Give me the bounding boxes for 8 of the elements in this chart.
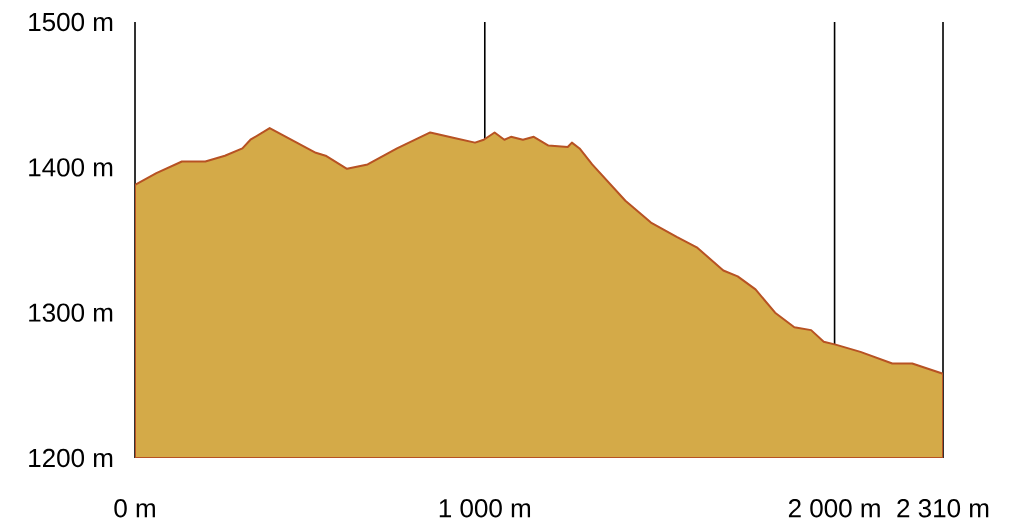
x-tick-label: 2 000 m	[788, 499, 880, 518]
x-tick-label: 2 310 m	[897, 499, 989, 518]
y-tick-label: 1300 m	[29, 303, 113, 322]
y-tick-label: 1400 m	[29, 158, 113, 177]
x-tick-label: 1 000 m	[439, 499, 531, 518]
y-tick-label: 1200 m	[29, 448, 113, 468]
y-tick-label: 1500 m	[29, 12, 113, 32]
x-tick-label: 0 m	[114, 499, 155, 518]
